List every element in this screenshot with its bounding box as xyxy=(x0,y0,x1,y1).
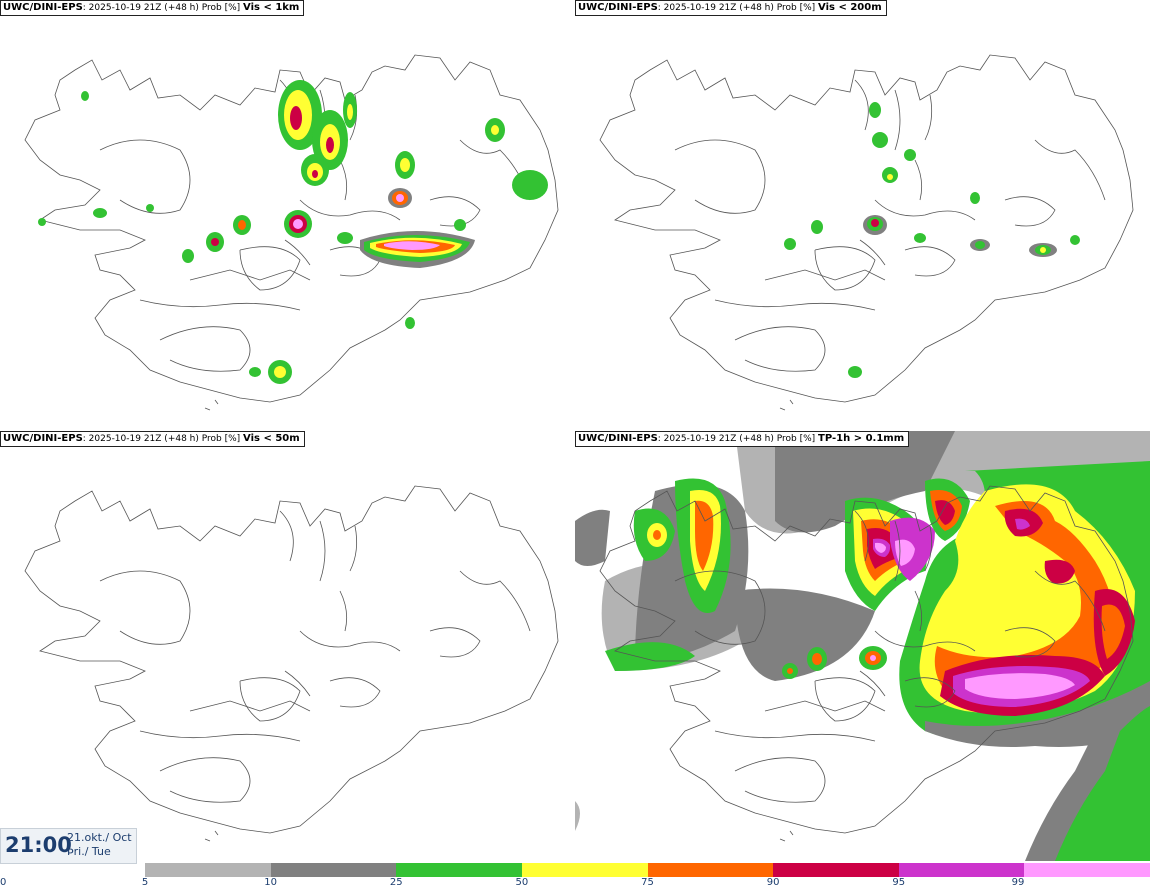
colorbar-segment xyxy=(773,863,899,877)
probability-field-vis-200m xyxy=(784,102,1080,378)
colorbar-segment xyxy=(270,863,397,877)
colorbar-tick-label: 99 xyxy=(1011,877,1025,888)
colorbar-segment xyxy=(396,863,522,877)
map-panel-vis-1km: UWC/DINI-EPS: 2025-10-19 21Z (+48 h) Pro… xyxy=(0,0,575,430)
model-name: UWC/DINI-EPS xyxy=(3,2,83,13)
map-vis-200m xyxy=(599,54,1134,411)
panel-title: UWC/DINI-EPS: 2025-10-19 21Z (+48 h) Pro… xyxy=(0,0,305,16)
colorbar-segment xyxy=(145,863,271,877)
variable-name: Vis < 50m xyxy=(243,433,300,444)
colorbar-tick-label: 10 xyxy=(264,877,277,888)
valid-time: 21:00 xyxy=(5,833,72,857)
run-info: : 2025-10-19 21Z (+48 h) Prob [%] xyxy=(82,434,244,444)
model-name: UWC/DINI-EPS xyxy=(578,2,658,13)
valid-date: 21.okt./ Oct Þri./ Tue xyxy=(67,831,132,859)
map-panel-vis-200m: UWC/DINI-EPS: 2025-10-19 21Z (+48 h) Pro… xyxy=(575,0,1150,430)
colorbar-tick-label: 5 xyxy=(141,877,149,888)
map-vis-1km xyxy=(24,54,559,411)
valid-date-line2: Þri./ Tue xyxy=(67,845,111,858)
variable-name: Vis < 1km xyxy=(243,2,300,13)
valid-date-line1: 21.okt./ Oct xyxy=(67,831,132,844)
variable-name: Vis < 200m xyxy=(818,2,882,13)
colorbar-segment xyxy=(1024,863,1150,877)
colorbar-tick-label: 0 xyxy=(0,877,7,888)
panel-title: UWC/DINI-EPS: 2025-10-19 21Z (+48 h) Pro… xyxy=(0,431,305,447)
colorbar-segment xyxy=(647,863,774,877)
valid-time-box: 21:00 21.okt./ Oct Þri./ Tue xyxy=(0,828,137,864)
colorbar-segment xyxy=(898,863,1025,877)
colorbar-tick-label: 50 xyxy=(515,877,529,888)
panel-title: UWC/DINI-EPS: 2025-10-19 21Z (+48 h) Pro… xyxy=(575,0,887,16)
map-vis-50m xyxy=(24,485,559,842)
colorbar-segment xyxy=(521,863,648,877)
colorbar-tick-label: 95 xyxy=(892,877,906,888)
run-info: : 2025-10-19 21Z (+48 h) Prob [%] xyxy=(657,434,819,444)
probability-field-vis-1km xyxy=(38,80,548,384)
model-name: UWC/DINI-EPS xyxy=(3,433,83,444)
variable-name: TP-1h > 0.1mm xyxy=(818,433,905,444)
run-info: : 2025-10-19 21Z (+48 h) Prob [%] xyxy=(82,3,244,13)
colorbar-ticks: 0 5 10 25 50 75 90 95 99 xyxy=(0,877,1150,891)
colorbar-tick-label: 90 xyxy=(766,877,780,888)
run-info: : 2025-10-19 21Z (+48 h) Prob [%] xyxy=(657,3,819,13)
map-panel-tp-1h: UWC/DINI-EPS: 2025-10-19 21Z (+48 h) Pro… xyxy=(575,431,1150,861)
panel-title: UWC/DINI-EPS: 2025-10-19 21Z (+48 h) Pro… xyxy=(575,431,910,447)
model-name: UWC/DINI-EPS xyxy=(578,433,658,444)
colorbar xyxy=(145,863,1150,877)
colorbar-tick-label: 25 xyxy=(389,877,403,888)
map-panel-vis-50m: UWC/DINI-EPS: 2025-10-19 21Z (+48 h) Pro… xyxy=(0,431,575,861)
colorbar-tick-label: 75 xyxy=(641,877,654,888)
map-tp-1h xyxy=(575,431,1150,861)
probability-field-tp-1h xyxy=(575,431,1150,861)
